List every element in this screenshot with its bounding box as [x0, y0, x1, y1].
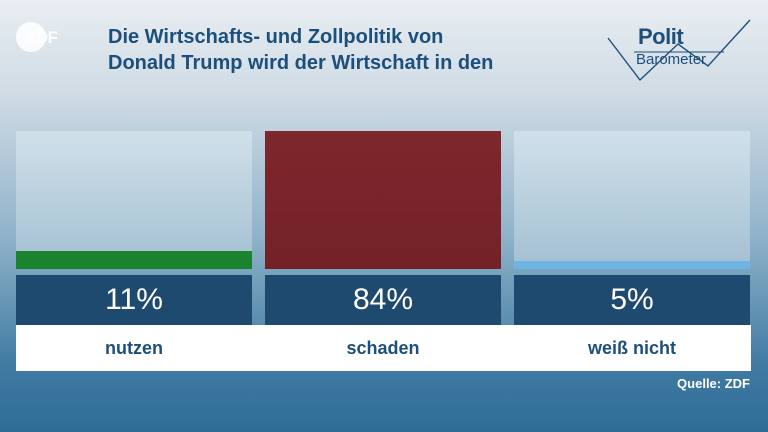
source-note: Quelle: ZDF [677, 376, 750, 391]
bar-1 [265, 131, 501, 269]
category-label-2: weiß nicht [587, 337, 676, 358]
chart-title-line-2: Donald Trump wird der Wirtschaft in den [108, 52, 494, 74]
data-label-1: 84% [265, 275, 501, 325]
bar-background-0 [16, 131, 252, 269]
politbarometer-logo-line-2: Barometer [636, 51, 707, 68]
category-label-0: nutzen [105, 337, 163, 358]
data-label-2: 5% [514, 275, 750, 325]
bar-0 [16, 251, 252, 269]
politbarometer-zigzag-icon [607, 19, 751, 82]
zdf-logo-text: ZDF [26, 28, 58, 47]
politbarometer-logo: Polit Barometer [604, 16, 754, 90]
category-label-strip [16, 325, 751, 371]
bar-background-2 [514, 131, 750, 269]
zdf-logo: ZDF [16, 22, 58, 52]
bar-2 [514, 261, 750, 269]
politbarometer-logo-line-1: Polit [638, 24, 684, 49]
chart-title-line-1: Die Wirtschafts- und Zollpolitik von [108, 26, 444, 48]
chart-title: Die Wirtschafts- und Zollpolitik von Don… [108, 24, 588, 76]
bar-background-1 [265, 131, 501, 269]
category-label-1: schaden [346, 337, 420, 358]
zdf-logo-circle [16, 22, 46, 52]
data-label-0: 11% [16, 275, 252, 325]
